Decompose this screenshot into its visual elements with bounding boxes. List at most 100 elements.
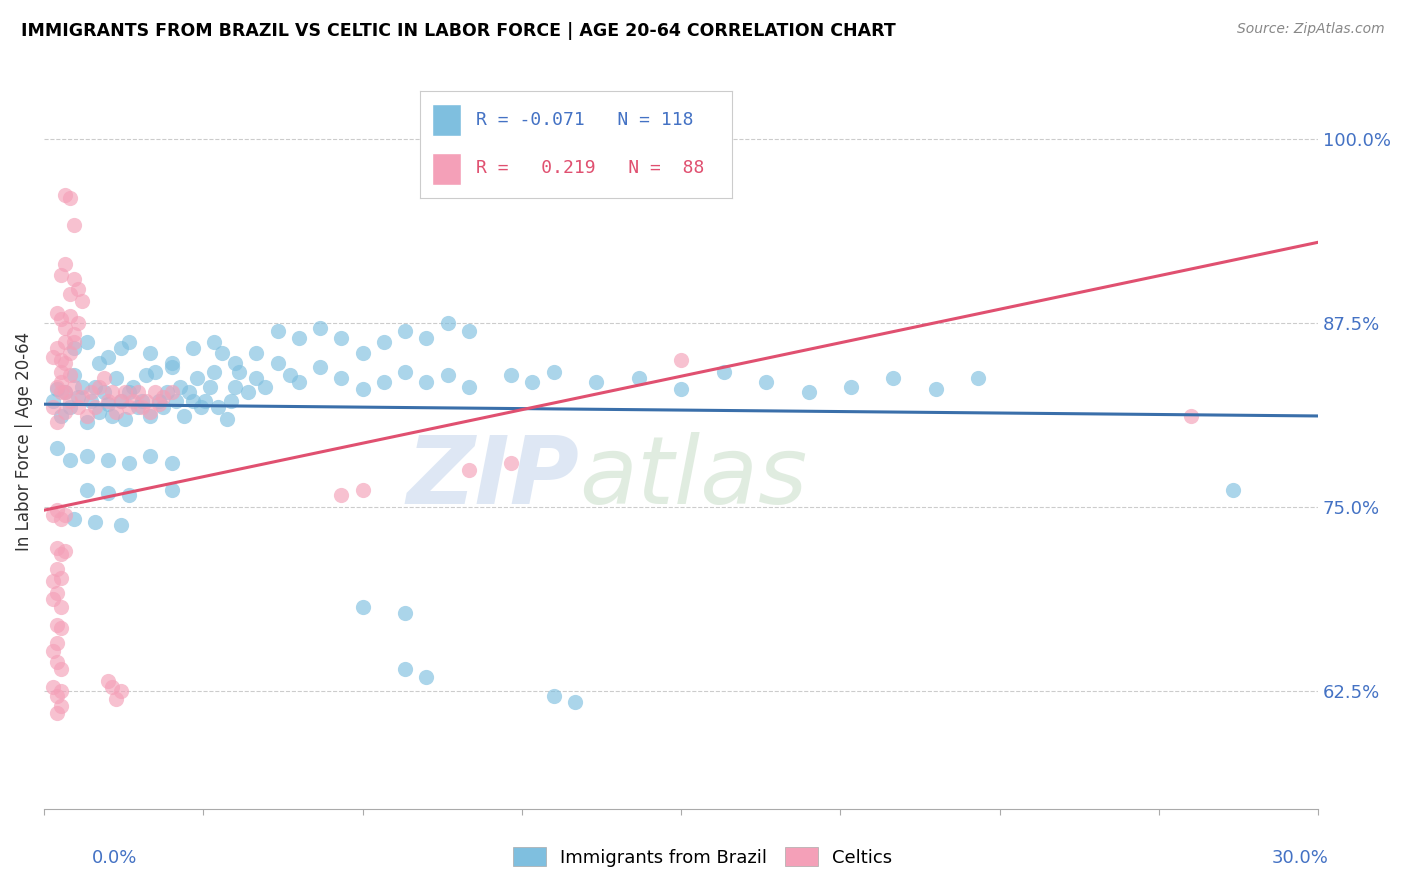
Point [173,409,195,423]
Point [53,508,76,522]
Point [49,547,72,561]
Point [89,356,111,370]
Point [49,662,72,676]
Point [53,385,76,400]
Point [49,409,72,423]
Point [143,365,166,379]
Point [127,400,149,414]
Text: atlas: atlas [579,433,807,524]
Point [67,282,90,296]
Point [131,394,153,409]
Point [194,394,217,409]
Point [63,272,86,286]
Point [93,385,115,400]
Point [457,324,479,338]
Point [84,515,107,529]
Point [543,365,565,379]
Point [122,394,145,409]
Point [49,385,72,400]
Point [139,345,162,359]
Point [67,390,90,404]
Point [97,394,120,409]
Point [63,218,86,232]
Point [118,488,141,502]
Point [97,453,120,467]
Text: IMMIGRANTS FROM BRAZIL VS CELTIC IN LABOR FORCE | AGE 20-64 CORRELATION CHART: IMMIGRANTS FROM BRAZIL VS CELTIC IN LABO… [21,22,896,40]
Point [224,379,246,393]
Point [148,394,170,409]
Point [713,365,735,379]
Point [839,379,862,393]
Point [181,394,204,409]
Point [669,383,692,397]
Point [228,365,250,379]
Point [394,662,416,676]
Point [394,324,416,338]
Point [101,409,124,423]
Point [76,483,98,497]
Point [41,394,63,409]
Point [139,449,162,463]
Point [110,684,132,698]
Point [67,400,90,414]
Point [436,368,458,382]
Point [457,379,479,393]
Point [139,409,162,423]
Point [67,316,90,330]
Point [105,404,128,418]
Point [202,365,225,379]
Point [373,335,395,350]
Point [45,635,67,649]
Point [522,375,544,389]
Point [58,394,80,409]
Point [152,400,174,414]
Point [127,385,149,400]
Point [41,350,63,364]
Point [110,394,132,409]
Point [49,684,72,698]
Point [76,449,98,463]
Point [105,691,128,706]
Point [45,383,67,397]
Point [1180,409,1202,423]
Point [63,512,86,526]
Point [207,400,229,414]
Point [415,331,437,345]
Point [45,341,67,355]
Point [53,544,76,558]
Point [457,463,479,477]
Point [63,341,86,355]
Point [97,485,120,500]
Point [394,365,416,379]
Point [93,370,115,384]
Point [72,379,94,393]
Point [45,415,67,429]
Point [160,385,183,400]
Point [45,585,67,599]
Point [53,404,76,418]
Point [80,394,103,409]
Point [58,368,80,382]
Point [53,335,76,350]
Point [135,368,157,382]
Text: 30.0%: 30.0% [1272,849,1329,867]
Point [49,698,72,713]
Point [72,294,94,309]
Point [245,345,267,359]
Point [58,345,80,359]
Point [501,368,523,382]
Point [330,370,353,384]
Point [49,375,72,389]
Point [224,356,246,370]
Point [160,456,183,470]
Point [190,400,212,414]
Point [41,508,63,522]
Point [53,257,76,271]
Point [266,324,288,338]
Point [352,383,374,397]
Point [160,483,183,497]
Point [89,379,111,393]
Point [53,320,76,334]
Text: 0.0%: 0.0% [91,849,136,867]
Point [45,706,67,721]
